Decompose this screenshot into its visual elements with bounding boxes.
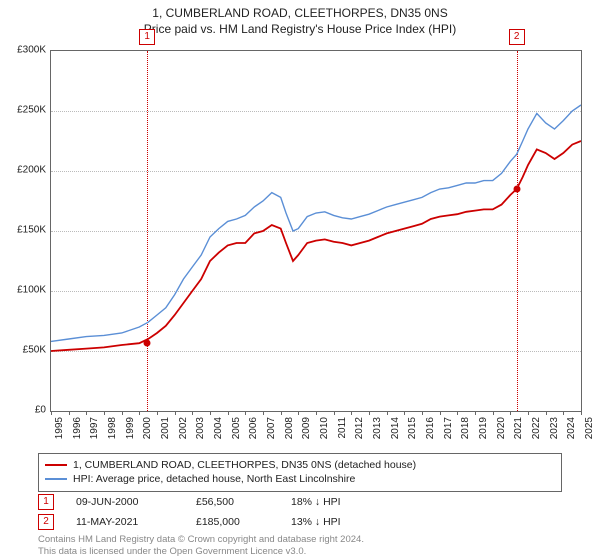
- chart-area: 1995199619971998199920002001200220032004…: [50, 50, 582, 412]
- sale-date-2: 11-MAY-2021: [76, 516, 196, 528]
- marker-box: 2: [509, 29, 525, 45]
- x-axis-label: 2018: [460, 417, 471, 447]
- x-axis-label: 2020: [496, 417, 507, 447]
- legend-label-1: 1, CUMBERLAND ROAD, CLEETHORPES, DN35 0N…: [73, 459, 416, 471]
- sale-price-1: £56,500: [196, 496, 291, 508]
- x-axis-label: 2023: [549, 417, 560, 447]
- x-axis-label: 2000: [142, 417, 153, 447]
- y-axis-label: £150K: [6, 225, 46, 236]
- x-axis-label: 2014: [390, 417, 401, 447]
- footer-line-1: Contains HM Land Registry data © Crown c…: [38, 534, 364, 546]
- x-axis-label: 2016: [425, 417, 436, 447]
- sale-pct-1: 18% ↓ HPI: [291, 496, 401, 508]
- x-axis-label: 2008: [284, 417, 295, 447]
- sales-table: 1 09-JUN-2000 £56,500 18% ↓ HPI 2 11-MAY…: [38, 492, 401, 532]
- sale-price-2: £185,000: [196, 516, 291, 528]
- x-axis-label: 2022: [531, 417, 542, 447]
- sale-date-1: 09-JUN-2000: [76, 496, 196, 508]
- chart-svg: [51, 51, 581, 411]
- page: 1, CUMBERLAND ROAD, CLEETHORPES, DN35 0N…: [0, 0, 600, 560]
- x-axis-label: 2017: [443, 417, 454, 447]
- sale-marker-2: 2: [38, 514, 54, 530]
- x-axis-label: 1995: [54, 417, 65, 447]
- x-axis-label: 2006: [248, 417, 259, 447]
- x-axis-label: 2025: [584, 417, 595, 447]
- x-axis-label: 1999: [125, 417, 136, 447]
- table-row: 2 11-MAY-2021 £185,000 13% ↓ HPI: [38, 512, 401, 532]
- legend-item-1: 1, CUMBERLAND ROAD, CLEETHORPES, DN35 0N…: [45, 458, 555, 472]
- sale-pct-2: 13% ↓ HPI: [291, 516, 401, 528]
- legend-swatch-2: [45, 478, 67, 480]
- x-axis-label: 1997: [89, 417, 100, 447]
- x-axis-label: 2003: [195, 417, 206, 447]
- y-axis-label: £100K: [6, 285, 46, 296]
- legend-swatch-1: [45, 464, 67, 466]
- x-axis-label: 2010: [319, 417, 330, 447]
- x-axis-label: 2001: [160, 417, 171, 447]
- y-axis-label: £200K: [6, 165, 46, 176]
- y-axis-label: £250K: [6, 105, 46, 116]
- x-axis-label: 2012: [354, 417, 365, 447]
- x-axis-label: 2015: [407, 417, 418, 447]
- series-hpi: [51, 105, 581, 341]
- x-axis-label: 2024: [566, 417, 577, 447]
- x-axis-label: 2004: [213, 417, 224, 447]
- legend-label-2: HPI: Average price, detached house, Nort…: [73, 473, 355, 485]
- sale-marker-1: 1: [38, 494, 54, 510]
- footer-line-2: This data is licensed under the Open Gov…: [38, 546, 364, 558]
- y-axis-label: £50K: [6, 345, 46, 356]
- x-axis-label: 1998: [107, 417, 118, 447]
- x-axis-label: 2011: [337, 417, 348, 447]
- title-main: 1, CUMBERLAND ROAD, CLEETHORPES, DN35 0N…: [0, 0, 600, 20]
- legend-item-2: HPI: Average price, detached house, Nort…: [45, 472, 555, 486]
- x-axis-label: 2013: [372, 417, 383, 447]
- x-axis-label: 2007: [266, 417, 277, 447]
- x-axis-label: 2002: [178, 417, 189, 447]
- legend-box: 1, CUMBERLAND ROAD, CLEETHORPES, DN35 0N…: [38, 453, 562, 492]
- x-axis-label: 2005: [231, 417, 242, 447]
- footer: Contains HM Land Registry data © Crown c…: [38, 534, 364, 558]
- marker-box: 1: [139, 29, 155, 45]
- x-axis-label: 1996: [72, 417, 83, 447]
- table-row: 1 09-JUN-2000 £56,500 18% ↓ HPI: [38, 492, 401, 512]
- y-axis-label: £0: [6, 405, 46, 416]
- x-axis-label: 2021: [513, 417, 524, 447]
- y-axis-label: £300K: [6, 45, 46, 56]
- x-axis-label: 2009: [301, 417, 312, 447]
- x-axis-label: 2019: [478, 417, 489, 447]
